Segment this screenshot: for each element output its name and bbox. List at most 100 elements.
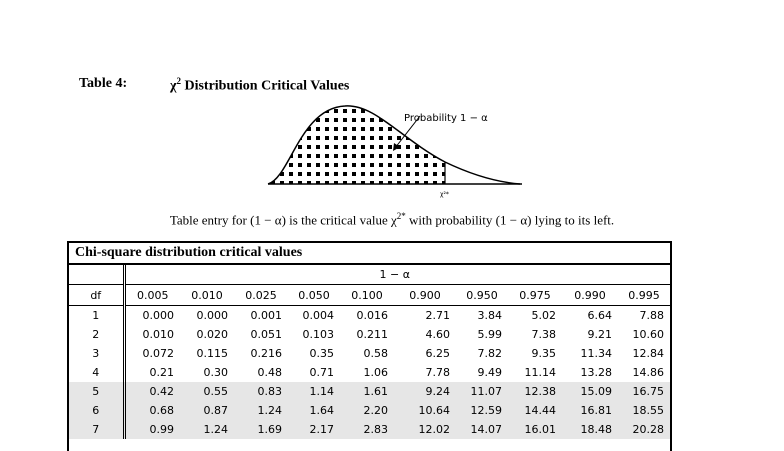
chi-square-density-figure: Probability 1 − α χ²*: [267, 105, 522, 198]
value-cell: 0.000: [142, 309, 175, 322]
table-row: 6 0.68 0.87 1.24 1.64 2.20 10.64 12.59 14.44 16.8…: [69, 401, 670, 420]
column-header: 0.995: [618, 284, 670, 306]
value-cell: 0.99: [124, 420, 180, 439]
value-cell: 0.010: [142, 328, 175, 341]
column-header: 0.010: [180, 284, 234, 306]
value-cell: 0.004: [302, 309, 335, 322]
df-cell: 3: [69, 344, 126, 363]
value-cell: 5.02: [531, 309, 557, 322]
value-cell: 10.60: [632, 328, 665, 341]
value-cell: 0.42: [124, 382, 180, 401]
value-cell: 0.68: [124, 401, 180, 420]
caption-text: Table entry for (1 − α) is the critical …: [169, 212, 397, 228]
blank-cell: [69, 265, 126, 285]
value-cell: 0.21: [149, 366, 175, 379]
value-cell: 9.24: [394, 382, 456, 401]
table-title: Chi-square distribution critical values: [69, 243, 670, 265]
value-cell: 12.02: [394, 420, 456, 439]
value-cell: 18.48: [562, 420, 618, 439]
df-header: df: [69, 284, 126, 306]
caption-superscript: 2*: [396, 211, 406, 221]
value-cell: 16.01: [508, 420, 562, 439]
value-cell: 0.87: [180, 401, 234, 420]
value-cell: 2.17: [288, 420, 340, 439]
chi-symbol: χ: [170, 78, 177, 94]
value-cell: 1.69: [234, 420, 288, 439]
table-row: 5 0.42 0.55 0.83 1.14 1.61 9.24 11.07 12.38 15.09…: [69, 382, 670, 401]
df-cell: 4: [69, 363, 126, 382]
column-header: 0.005: [124, 284, 180, 306]
column-header: 0.100: [340, 284, 394, 306]
value-cell: 2.83: [340, 420, 394, 439]
value-cell: 0.103: [302, 328, 335, 341]
df-cell: 2: [69, 325, 126, 344]
value-cell: 1.64: [288, 401, 340, 420]
value-cell: 1.14: [288, 382, 340, 401]
column-header: 0.025: [234, 284, 288, 306]
chi-superscript: 2: [176, 76, 181, 86]
value-cell: 11.34: [580, 347, 613, 360]
value-cell: 7.88: [639, 309, 665, 322]
value-cell: 0.000: [196, 309, 229, 322]
caption: Table entry for (1 − α) is the critical …: [0, 211, 784, 228]
value-cell: 0.001: [250, 309, 283, 322]
pointer-arrow: [394, 115, 421, 149]
value-cell: 0.216: [250, 347, 283, 360]
table-row: 4 0.21 0.30 0.48 0.71 1.06 7.78 9.49 11.14 13.28 1…: [69, 363, 670, 382]
value-cell: 3.84: [477, 309, 503, 322]
table-heading: χ2 Distribution Critical Values: [170, 76, 349, 95]
value-cell: 9.21: [587, 328, 613, 341]
table-label: Table 4:: [79, 76, 128, 91]
value-cell: 7.78: [425, 366, 451, 379]
critical-values-table: Chi-square distribution critical values …: [67, 241, 672, 451]
value-cell: 18.55: [618, 401, 670, 420]
value-cell: 7.38: [531, 328, 557, 341]
table-row: 2 0.010 0.020 0.051 0.103 0.211 4.60 5.99 7.38 9.…: [69, 325, 670, 344]
value-cell: 0.072: [142, 347, 175, 360]
value-cell: 0.35: [309, 347, 335, 360]
value-cell: 0.30: [203, 366, 229, 379]
value-cell: 9.35: [531, 347, 557, 360]
critical-value-label: χ²*: [440, 191, 449, 198]
value-cell: 7.82: [477, 347, 503, 360]
column-header: 0.950: [456, 284, 508, 306]
value-cell: 0.48: [257, 366, 283, 379]
arrow-head: [393, 143, 400, 151]
value-cell: 10.64: [394, 401, 456, 420]
column-header: 0.050: [288, 284, 340, 306]
value-cell: 6.64: [587, 309, 613, 322]
value-cell: 1.06: [363, 366, 389, 379]
caption-text-end: with probability (1 − α) lying to its le…: [405, 212, 615, 228]
value-cell: 1.24: [180, 420, 234, 439]
value-cell: 0.55: [180, 382, 234, 401]
value-cell: 4.60: [425, 328, 451, 341]
value-cell: 1.24: [234, 401, 288, 420]
value-cell: 0.020: [196, 328, 229, 341]
value-cell: 2.71: [425, 309, 451, 322]
value-cell: 5.99: [477, 328, 503, 341]
column-header: 0.990: [562, 284, 618, 306]
heading-text: Distribution Critical Values: [180, 78, 350, 94]
value-cell: 0.83: [234, 382, 288, 401]
table-row: 3 0.072 0.115 0.216 0.35 0.58 6.25 7.82 9.35 11.3…: [69, 344, 670, 363]
df-cell: 6: [69, 401, 126, 420]
probability-label: Probability 1 − α: [404, 113, 488, 124]
value-cell: 14.86: [632, 366, 665, 379]
column-header: 0.975: [508, 284, 562, 306]
value-cell: 12.84: [632, 347, 665, 360]
value-cell: 14.44: [508, 401, 562, 420]
df-cell: 1: [69, 305, 126, 325]
value-cell: 6.25: [425, 347, 451, 360]
value-cell: 15.09: [562, 382, 618, 401]
value-cell: 16.81: [562, 401, 618, 420]
value-cell: 0.016: [356, 309, 389, 322]
column-header: 0.900: [394, 284, 456, 306]
group-header: 1 − α: [124, 265, 670, 285]
value-cell: 16.75: [618, 382, 670, 401]
table-row: 1 0.000 0.000 0.001 0.004 0.016 2.71 3.84 5.02 6.…: [69, 305, 670, 325]
value-cell: 13.28: [580, 366, 613, 379]
density-curve: [267, 105, 521, 185]
value-cell: 0.115: [196, 347, 229, 360]
value-cell: 0.051: [250, 328, 283, 341]
value-cell: 0.211: [356, 328, 389, 341]
